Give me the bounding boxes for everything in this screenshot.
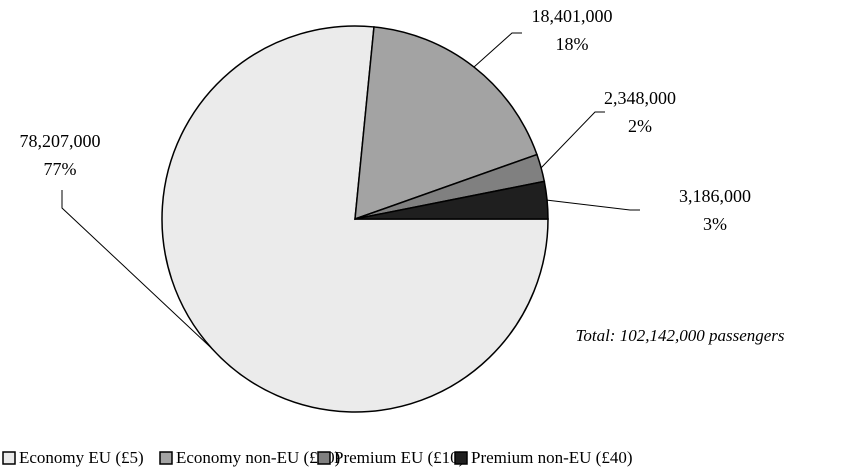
pie-slice — [354, 26, 538, 221]
legend-swatch — [159, 451, 173, 465]
legend-label: Economy non-EU (£20) — [176, 448, 340, 467]
percent-label: 18% — [556, 34, 589, 54]
legend-swatch — [2, 451, 16, 465]
leader-line — [61, 190, 213, 349]
annotation: Total: 102,142,000 passengers — [575, 326, 784, 345]
legend-label: Premium non-EU (£40) — [471, 448, 632, 467]
value-label: 3,186,000 — [679, 186, 751, 206]
legend-swatch — [317, 451, 331, 465]
legend-label: Premium EU (£10) — [334, 448, 464, 467]
value-label: 78,207,000 — [20, 131, 101, 151]
legend-label: Economy EU (£5) — [19, 448, 144, 467]
value-label: 18,401,000 — [532, 6, 613, 26]
percent-label: 2% — [628, 116, 652, 136]
percent-label: 3% — [703, 214, 727, 234]
pie-slice — [161, 25, 549, 413]
leader-line — [540, 111, 605, 169]
percent-label: 77% — [44, 159, 77, 179]
leader-line — [473, 32, 522, 68]
value-label: 2,348,000 — [604, 88, 676, 108]
pie-slice — [354, 180, 549, 220]
legend-swatch — [454, 451, 468, 465]
leader-line — [547, 199, 640, 211]
